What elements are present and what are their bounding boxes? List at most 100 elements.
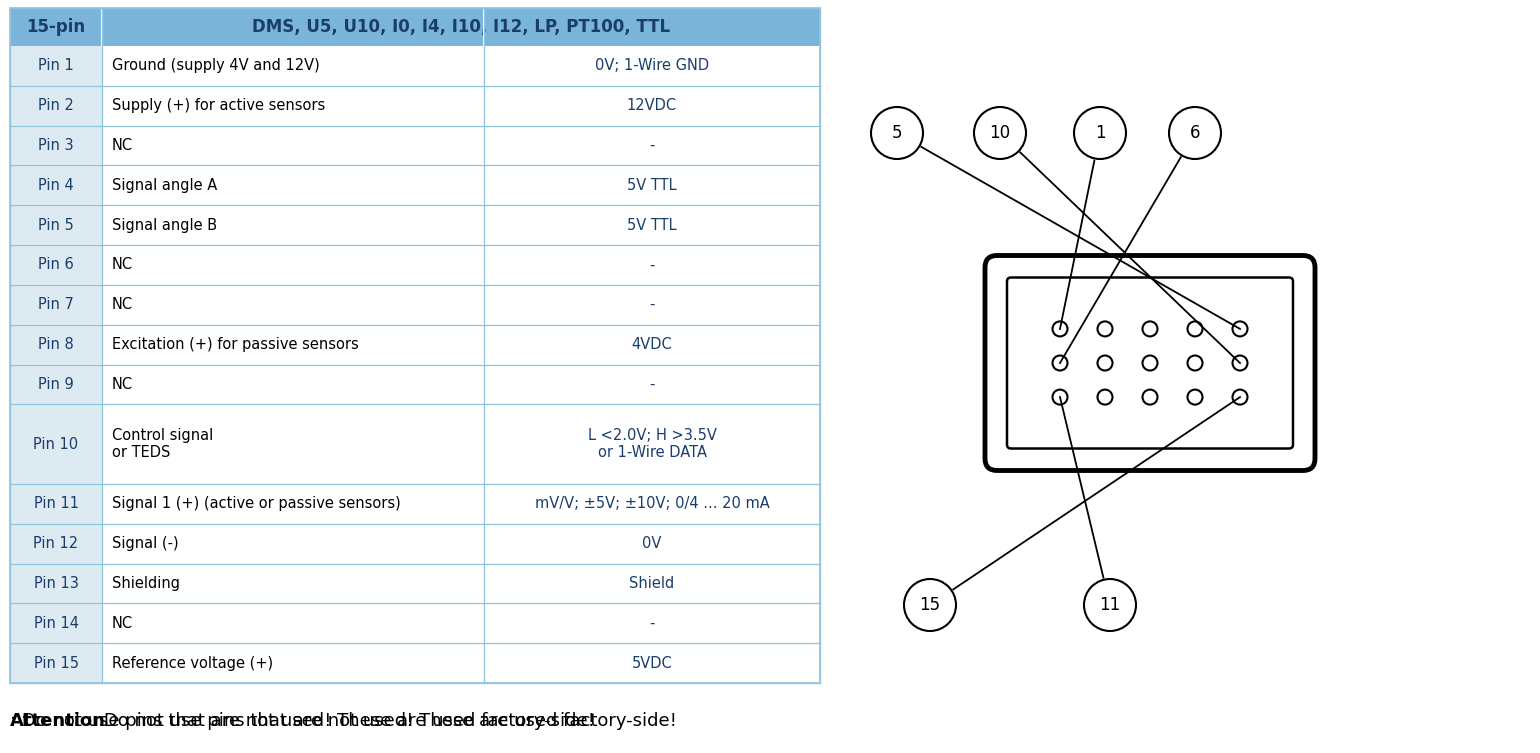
- FancyBboxPatch shape: [986, 255, 1315, 471]
- Bar: [102, 603, 819, 643]
- Bar: [102, 563, 819, 603]
- Text: 1: 1: [1095, 124, 1106, 142]
- Circle shape: [1098, 322, 1112, 337]
- Text: 10: 10: [989, 124, 1010, 142]
- Text: Signal angle B: Signal angle B: [112, 218, 217, 233]
- Circle shape: [904, 579, 956, 631]
- Bar: [9, 245, 102, 285]
- Text: Pin 14: Pin 14: [34, 616, 79, 631]
- Bar: [9, 126, 102, 166]
- FancyBboxPatch shape: [1007, 278, 1294, 449]
- Bar: [9, 206, 102, 245]
- Bar: [102, 404, 819, 484]
- Text: -: -: [650, 616, 654, 631]
- Bar: [102, 46, 819, 86]
- Text: -: -: [650, 377, 654, 392]
- Text: Pin 3: Pin 3: [38, 138, 74, 153]
- Text: 0V; 1-Wire GND: 0V; 1-Wire GND: [594, 59, 708, 73]
- Bar: [9, 86, 102, 126]
- Text: 15-pin: 15-pin: [26, 18, 86, 36]
- Text: DMS, U5, U10, I0, I4, I10, I12, LP, PT100, TTL: DMS, U5, U10, I0, I4, I10, I12, LP, PT10…: [253, 18, 670, 36]
- Bar: [9, 46, 102, 86]
- Text: 12VDC: 12VDC: [627, 98, 678, 113]
- Text: NC: NC: [112, 616, 132, 631]
- Text: Attention: Attention: [9, 712, 106, 730]
- Bar: [102, 285, 819, 325]
- Text: Shield: Shield: [630, 576, 675, 591]
- Circle shape: [1052, 322, 1067, 337]
- Text: Pin 6: Pin 6: [38, 258, 74, 273]
- Text: Reference voltage (+): Reference voltage (+): [112, 656, 273, 671]
- Bar: [9, 325, 102, 364]
- Bar: [102, 86, 819, 126]
- Text: Pin 7: Pin 7: [38, 297, 74, 312]
- Text: Pin 12: Pin 12: [34, 536, 79, 551]
- Bar: [102, 166, 819, 206]
- Text: Pin 15: Pin 15: [34, 656, 79, 671]
- Text: 5: 5: [892, 124, 902, 142]
- Circle shape: [1052, 389, 1067, 404]
- Text: Pin 5: Pin 5: [38, 218, 74, 233]
- Bar: [102, 126, 819, 166]
- Circle shape: [1084, 579, 1137, 631]
- Circle shape: [1052, 355, 1067, 370]
- Text: NC: NC: [112, 377, 132, 392]
- Bar: [9, 563, 102, 603]
- Bar: [9, 364, 102, 404]
- Circle shape: [1098, 355, 1112, 370]
- Bar: [102, 524, 819, 563]
- Circle shape: [1232, 322, 1247, 337]
- Text: L <2.0V; H >3.5V
or 1-Wire DATA: L <2.0V; H >3.5V or 1-Wire DATA: [588, 428, 716, 460]
- Bar: [102, 206, 819, 245]
- Text: Signal angle A: Signal angle A: [112, 178, 217, 193]
- Text: : Do not use pins that are not used! These are used factory-side!: : Do not use pins that are not used! The…: [9, 712, 594, 730]
- Bar: [9, 285, 102, 325]
- Bar: [9, 166, 102, 206]
- Text: mV/V; ±5V; ±10V; 0/4 ... 20 mA: mV/V; ±5V; ±10V; 0/4 ... 20 mA: [534, 496, 770, 511]
- Text: 6: 6: [1190, 124, 1200, 142]
- Circle shape: [1187, 322, 1203, 337]
- Circle shape: [1187, 389, 1203, 404]
- Circle shape: [1187, 355, 1203, 370]
- Circle shape: [1073, 107, 1126, 159]
- Text: NC: NC: [112, 258, 132, 273]
- Text: Supply (+) for active sensors: Supply (+) for active sensors: [112, 98, 325, 113]
- Text: 15: 15: [919, 596, 941, 614]
- Bar: [9, 8, 819, 683]
- Text: Pin 8: Pin 8: [38, 337, 74, 352]
- Text: Shielding: Shielding: [112, 576, 180, 591]
- Bar: [9, 404, 102, 484]
- Text: 5V TTL: 5V TTL: [627, 218, 676, 233]
- Circle shape: [1232, 389, 1247, 404]
- Text: Pin 9: Pin 9: [38, 377, 74, 392]
- Text: 4VDC: 4VDC: [631, 337, 673, 352]
- Text: 11: 11: [1100, 596, 1121, 614]
- Circle shape: [1232, 355, 1247, 370]
- Circle shape: [1143, 389, 1158, 404]
- Bar: [9, 603, 102, 643]
- Text: Pin 11: Pin 11: [34, 496, 79, 511]
- Text: NC: NC: [112, 138, 132, 153]
- Text: 5V TTL: 5V TTL: [627, 178, 676, 193]
- Bar: [102, 484, 819, 524]
- Text: Control signal
or TEDS: Control signal or TEDS: [112, 428, 213, 460]
- Bar: [9, 8, 102, 46]
- Text: Signal 1 (+) (active or passive sensors): Signal 1 (+) (active or passive sensors): [112, 496, 400, 511]
- Text: -: -: [650, 138, 654, 153]
- Circle shape: [1143, 322, 1158, 337]
- Bar: [102, 364, 819, 404]
- Text: Signal (-): Signal (-): [112, 536, 179, 551]
- Text: Excitation (+) for passive sensors: Excitation (+) for passive sensors: [112, 337, 359, 352]
- Text: Ground (supply 4V and 12V): Ground (supply 4V and 12V): [112, 59, 320, 73]
- Bar: [102, 325, 819, 364]
- Text: Pin 2: Pin 2: [38, 98, 74, 113]
- Bar: [102, 643, 819, 683]
- Text: : Do not use pins that are not used! These are used factory-side!: : Do not use pins that are not used! The…: [92, 712, 678, 730]
- Bar: [102, 8, 819, 46]
- Text: Pin 1: Pin 1: [38, 59, 74, 73]
- Text: Pin 10: Pin 10: [34, 437, 79, 452]
- Text: -: -: [650, 258, 654, 273]
- Text: Pin 4: Pin 4: [38, 178, 74, 193]
- Circle shape: [973, 107, 1026, 159]
- Circle shape: [872, 107, 922, 159]
